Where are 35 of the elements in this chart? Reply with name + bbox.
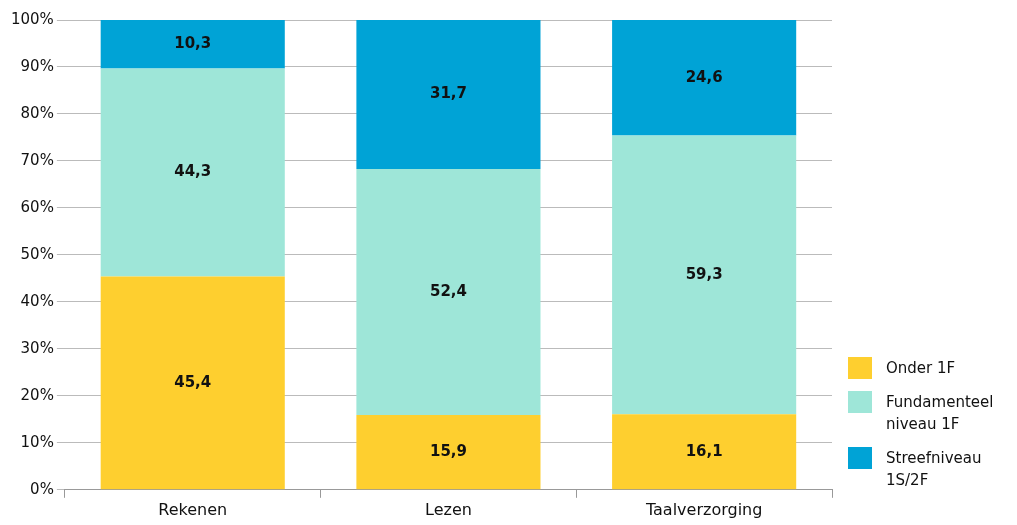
y-tick-label: 30%	[20, 338, 54, 357]
bar	[356, 415, 541, 490]
y-tick-label: 20%	[20, 385, 54, 404]
x-tick-label: Taalverzorging	[644, 499, 763, 519]
bar	[100, 68, 285, 277]
bar	[612, 414, 797, 490]
bar	[100, 20, 285, 69]
y-tick-label: 100%	[10, 9, 54, 28]
bar	[612, 20, 797, 136]
data-label: 31,7	[429, 84, 467, 103]
bar	[100, 276, 285, 490]
bar	[356, 168, 541, 416]
legend-label: Streefniveau 1S/2F	[886, 448, 983, 491]
y-tick-label: 90%	[20, 56, 54, 75]
x-tick-label: Rekenen	[158, 499, 228, 519]
legend-label: Fundamenteel niveau 1F	[886, 392, 995, 435]
y-tick-label: 70%	[20, 150, 54, 169]
legend-label: Onder 1F	[886, 358, 956, 379]
y-tick-label: 10%	[20, 432, 54, 451]
x-tick-label: Lezen	[425, 499, 472, 519]
data-label: 59,3	[685, 264, 723, 283]
bar	[612, 135, 797, 415]
data-label: 24,6	[685, 67, 723, 86]
y-tick-label: 40%	[20, 291, 54, 310]
data-label: 15,9	[429, 442, 467, 461]
y-tick-label: 0%	[30, 479, 54, 498]
bar	[356, 20, 541, 169]
data-label: 45,4	[174, 372, 212, 391]
data-label: 44,3	[174, 162, 212, 181]
y-tick-label: 60%	[20, 197, 54, 216]
y-tick-label: 80%	[20, 103, 54, 122]
data-label: 16,1	[685, 441, 723, 460]
data-label: 10,3	[174, 34, 212, 53]
data-label: 52,4	[429, 281, 467, 300]
y-tick-label: 50%	[20, 244, 54, 263]
